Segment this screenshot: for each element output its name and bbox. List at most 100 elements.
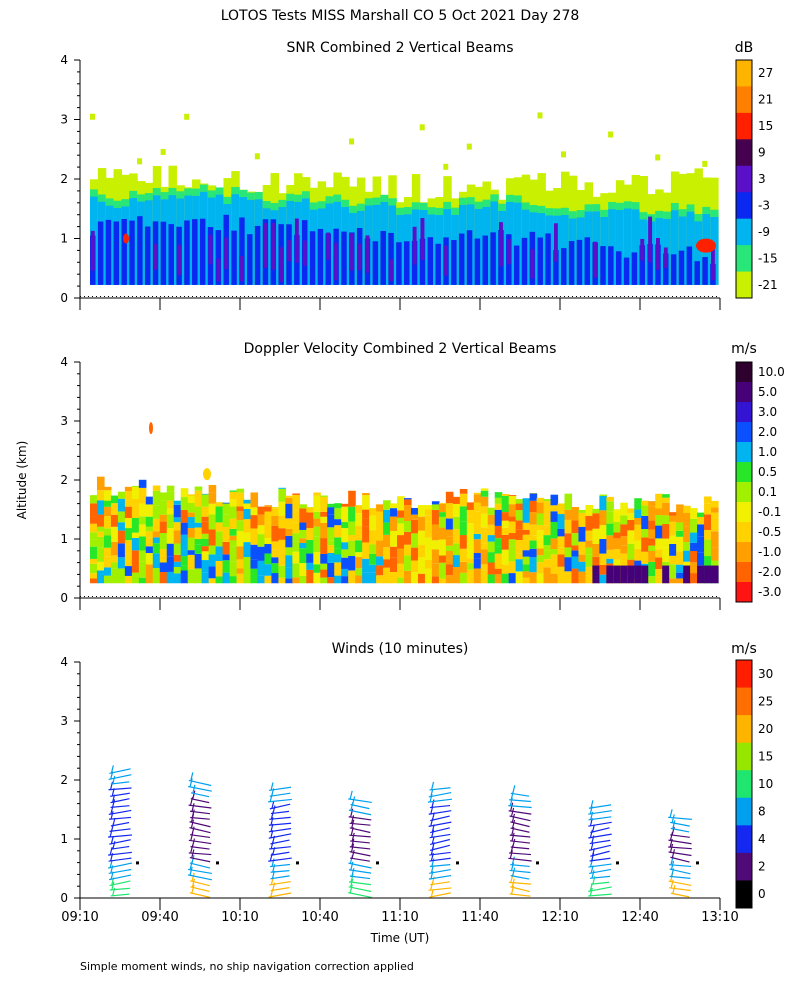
snr-cell xyxy=(341,199,350,207)
wind-barb-flag xyxy=(350,808,354,817)
velocity-cell xyxy=(655,576,663,584)
wind-barb-flag xyxy=(431,858,435,867)
velocity-cell xyxy=(236,559,245,569)
velocity-cell xyxy=(131,532,140,538)
wind-barb xyxy=(108,868,132,875)
velocity-cell xyxy=(299,529,307,539)
velocity-cell xyxy=(669,515,677,522)
velocity-cell xyxy=(508,561,517,574)
velocity-cell xyxy=(159,500,168,515)
velocity-cell xyxy=(592,565,600,584)
velocity-cell xyxy=(662,547,670,562)
wind-barb-flag xyxy=(191,884,195,893)
velocity-cell xyxy=(676,536,684,552)
velocity-cell xyxy=(264,506,273,512)
velocity-cell xyxy=(229,518,238,529)
velocity-cell xyxy=(152,568,161,584)
velocity-cell xyxy=(327,540,335,546)
velocity-cell xyxy=(285,535,293,548)
snr-cell xyxy=(365,235,370,273)
velocity-cell xyxy=(306,569,314,584)
velocity-cell xyxy=(236,492,245,507)
colorbar-frame xyxy=(735,59,753,299)
velocity-cell xyxy=(306,528,314,540)
velocity-cell xyxy=(697,516,705,525)
snr-cell xyxy=(513,202,523,285)
velocity-cell xyxy=(585,540,593,548)
velocity-cell xyxy=(313,511,321,519)
velocity-cell xyxy=(299,548,307,564)
wind-barb-flag xyxy=(271,858,275,867)
snr-cell xyxy=(435,243,441,285)
panel-1-title: SNR Combined 2 Vertical Beams xyxy=(286,40,513,56)
velocity-cell xyxy=(515,553,524,560)
snr-cell xyxy=(670,210,680,285)
velocity-cell xyxy=(655,508,663,516)
colorbar-label: 0 xyxy=(758,887,766,901)
wind-barb xyxy=(268,827,292,833)
velocity-cell xyxy=(431,540,440,550)
velocity-cell xyxy=(173,566,182,574)
velocity-cell xyxy=(250,528,259,545)
velocity-cell xyxy=(285,497,293,504)
colorbar-swatch xyxy=(736,825,752,854)
velocity-cell xyxy=(557,528,566,537)
velocity-cell xyxy=(208,484,217,493)
velocity-cell xyxy=(180,570,189,584)
snr-cell xyxy=(271,223,276,270)
wind-barb-flag xyxy=(349,884,353,893)
velocity-cell xyxy=(166,556,175,572)
velocity-cell xyxy=(341,549,349,558)
velocity-cell xyxy=(522,571,531,578)
velocity-cell xyxy=(131,560,140,573)
velocity-cell xyxy=(285,567,293,579)
wind-barb-flag xyxy=(351,838,355,847)
colorbar-label: -21 xyxy=(758,278,778,292)
snr-speck xyxy=(443,163,449,170)
wind-barb xyxy=(429,851,451,856)
wind-barb xyxy=(429,787,451,791)
snr-cell xyxy=(279,247,284,282)
colorbar-label: 8 xyxy=(758,805,766,819)
velocity-cell xyxy=(438,503,447,513)
velocity-cell xyxy=(222,554,231,561)
velocity-cell xyxy=(243,503,252,510)
wind-barb xyxy=(268,822,292,826)
velocity-cell xyxy=(180,556,189,566)
wind-barb xyxy=(189,892,211,898)
velocity-cell xyxy=(445,529,454,537)
wind-barb xyxy=(188,852,212,856)
velocity-cell xyxy=(494,568,503,575)
velocity-cell xyxy=(711,526,719,532)
colorbar-swatch xyxy=(736,442,752,463)
wind-barb xyxy=(509,815,531,822)
wind-barb xyxy=(110,805,130,808)
wind-barb xyxy=(270,870,290,873)
velocity-cell xyxy=(613,522,621,533)
velocity-cell xyxy=(243,542,252,558)
wind-barb xyxy=(108,809,132,816)
velocity-cell xyxy=(473,533,482,540)
velocity-cell xyxy=(271,549,279,558)
velocity-cell xyxy=(634,517,642,525)
snr-cell xyxy=(553,223,558,262)
velocity-cell xyxy=(571,568,580,584)
velocity-cell xyxy=(117,530,126,544)
snr-cell xyxy=(372,197,382,205)
velocity-cell xyxy=(669,521,677,536)
wind-barb xyxy=(269,863,291,868)
snr-cell xyxy=(419,238,426,285)
velocity-cell xyxy=(515,499,524,504)
wind-barb xyxy=(588,833,612,839)
snr-cell xyxy=(177,244,182,276)
wind-barb-flag xyxy=(190,819,195,828)
velocity-cell xyxy=(327,545,335,553)
velocity-cell xyxy=(459,488,468,494)
velocity-cell xyxy=(110,568,119,584)
snr-cell xyxy=(137,216,143,285)
velocity-cell xyxy=(376,565,384,576)
snr-cell xyxy=(317,201,327,209)
wind-barb-flag xyxy=(191,826,195,835)
velocity-cell xyxy=(208,554,217,567)
velocity-cell xyxy=(166,528,175,544)
